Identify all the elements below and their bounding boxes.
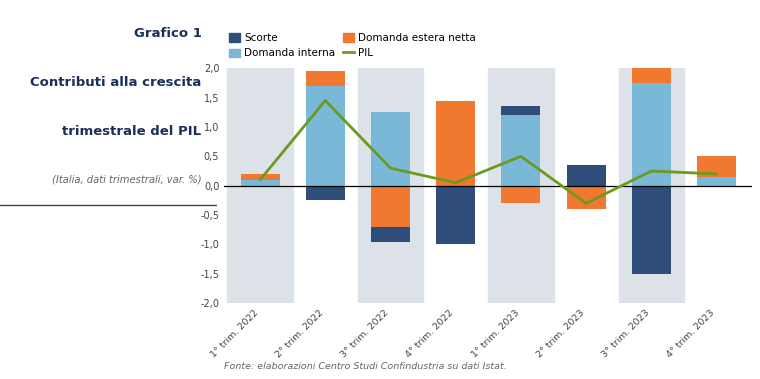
Bar (697, 156, 736, 177)
Bar (240, 180, 280, 186)
Bar (358, 68, 423, 303)
Bar (489, 68, 553, 303)
Bar (371, 186, 410, 227)
Bar (436, 186, 475, 244)
Bar (502, 106, 540, 115)
Bar (227, 68, 293, 303)
Bar (566, 186, 606, 209)
Bar (371, 227, 410, 241)
Bar (306, 186, 345, 200)
Bar (502, 186, 540, 203)
Bar (306, 71, 345, 86)
Text: Fonte: elaborazioni Centro Studi Confindustria su dati Istat.: Fonte: elaborazioni Centro Studi Confind… (224, 362, 507, 371)
Bar (240, 174, 280, 180)
Bar (371, 112, 410, 186)
Bar (306, 86, 345, 186)
Bar (632, 83, 671, 186)
Bar (566, 165, 606, 186)
Bar (619, 68, 684, 303)
Bar (632, 186, 671, 274)
Bar (697, 177, 736, 186)
Bar (436, 100, 475, 186)
Bar (502, 115, 540, 186)
Text: trimestrale del PIL: trimestrale del PIL (62, 125, 201, 138)
Text: (Italia, dati trimestrali, var. %): (Italia, dati trimestrali, var. %) (52, 174, 201, 184)
Bar (632, 18, 671, 83)
Legend: Scorte, Domanda interna, Domanda estera netta, PIL: Scorte, Domanda interna, Domanda estera … (230, 33, 476, 58)
Text: Grafico 1: Grafico 1 (134, 27, 201, 39)
Text: Contributi alla crescita: Contributi alla crescita (30, 76, 201, 89)
